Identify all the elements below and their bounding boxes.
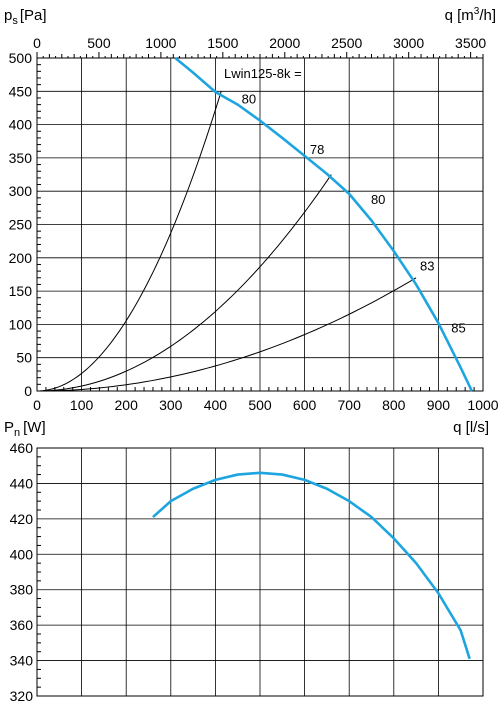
pressure-y-axis-label: ps [Pa] (4, 7, 47, 27)
noise-labels: 80 78 80 83 85 (242, 91, 466, 335)
x-tick-label: 800 (382, 397, 406, 413)
x-tick-label: 400 (204, 397, 228, 413)
pressure-curves (36, 56, 474, 392)
fan-curve (174, 56, 474, 392)
system-curve (36, 91, 222, 392)
power-y-axis-label: Pn [W] (4, 419, 46, 439)
noise-level-label: 80 (242, 91, 256, 106)
x2-tick-label: 3000 (393, 35, 424, 51)
noise-level-label: 85 (451, 320, 465, 335)
y-tick-label: 400 (10, 546, 34, 562)
x2-tick-label: 1500 (207, 35, 238, 51)
y-tick-label: 320 (10, 688, 34, 704)
noise-level-label: 83 (420, 258, 434, 273)
x2-tick-label: 3500 (455, 35, 486, 51)
power-curve (152, 471, 471, 660)
power-curves (152, 471, 471, 660)
power-tick-labels: 320 340 360 380 400 420 440 460 (10, 440, 34, 704)
pressure-bottom-x-axis-label: q [l/s] (453, 419, 489, 436)
sound-level-annotation: Lwin125-8k = (224, 66, 302, 81)
y-tick-label: 0 (24, 383, 32, 399)
x2-tick-label: 2500 (331, 35, 362, 51)
x2-tick-label: 500 (87, 35, 111, 51)
x-tick-label: 0 (33, 397, 41, 413)
y-tick-label: 500 (9, 50, 33, 66)
noise-level-label: 80 (371, 192, 385, 207)
x-tick-label: 500 (248, 397, 272, 413)
y-tick-label: 200 (9, 250, 33, 266)
y-tick-label: 250 (9, 217, 33, 233)
pressure-top-x-axis-label: q [m3/h] (445, 6, 496, 24)
pressure-tick-labels: 0 100 200 300 400 500 600 700 800 900 100005010015… (9, 35, 499, 413)
x-tick-label: 1000 (467, 397, 498, 413)
power-grid (36, 447, 484, 697)
y-tick-label: 460 (10, 440, 34, 456)
x2-tick-label: 2000 (269, 35, 300, 51)
y-tick-label: 440 (10, 475, 34, 491)
y-tick-label: 450 (9, 83, 33, 99)
x2-tick-label: 0 (33, 35, 41, 51)
y-tick-label: 100 (9, 316, 33, 332)
x-tick-label: 100 (70, 397, 94, 413)
x-tick-label: 300 (159, 397, 183, 413)
power-chart: 320 340 360 380 400 420 440 460 Pn [W] (4, 419, 484, 704)
noise-level-label: 78 (310, 142, 324, 157)
x2-tick-label: 1000 (145, 35, 176, 51)
x-tick-label: 900 (427, 397, 451, 413)
y-tick-label: 150 (9, 283, 33, 299)
system-curve (36, 277, 417, 392)
y-tick-label: 300 (9, 183, 33, 199)
x-tick-label: 200 (115, 397, 139, 413)
pressure-grid (36, 57, 484, 392)
pressure-chart: 0 100 200 300 400 500 600 700 800 900 100005010015… (4, 6, 499, 436)
y-tick-label: 50 (16, 350, 32, 366)
y-tick-label: 360 (10, 617, 34, 633)
pressure-ticks (36, 52, 484, 391)
y-tick-label: 400 (9, 117, 33, 133)
x-tick-label: 700 (338, 397, 362, 413)
x-tick-label: 600 (293, 397, 317, 413)
y-tick-label: 350 (9, 150, 33, 166)
y-tick-label: 340 (10, 653, 34, 669)
power-ticks (37, 456, 41, 688)
y-tick-label: 380 (10, 582, 34, 598)
y-tick-label: 420 (10, 511, 34, 527)
system-curve (36, 174, 332, 392)
